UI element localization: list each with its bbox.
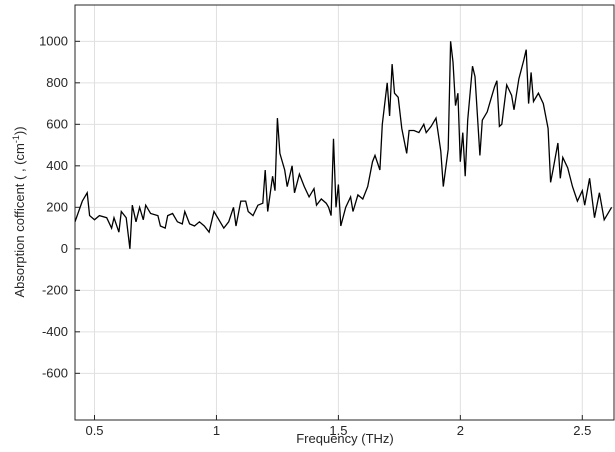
y-label-part: Absorption cofficent ( , (cm xyxy=(12,143,27,297)
x-axis-label: Frequency (THz) xyxy=(296,431,394,446)
x-tick-label: 1 xyxy=(213,423,220,438)
axes-box xyxy=(74,4,615,421)
x-tick-label: 1.5 xyxy=(329,423,347,438)
y-tick-label: 600 xyxy=(46,116,68,131)
y-tick-label: 0 xyxy=(61,241,68,256)
x-tick-label: 2 xyxy=(457,423,464,438)
y-tick-label: -400 xyxy=(42,324,68,339)
y-tick-label: -200 xyxy=(42,282,68,297)
y-label-part: )) xyxy=(12,126,27,135)
x-tick-label: 0.5 xyxy=(85,423,103,438)
y-tick-label: 200 xyxy=(46,199,68,214)
y-tick-label: 400 xyxy=(46,158,68,173)
x-tick-label: 2.5 xyxy=(573,423,591,438)
y-tick-label: -600 xyxy=(42,365,68,380)
y-axis-label: Absorption cofficent ( , (cm-1)) xyxy=(11,126,27,297)
data-line xyxy=(75,41,613,249)
y-tick-label: 1000 xyxy=(39,33,68,48)
y-label-sup: -1 xyxy=(11,135,21,143)
y-tick-label: 800 xyxy=(46,75,68,90)
